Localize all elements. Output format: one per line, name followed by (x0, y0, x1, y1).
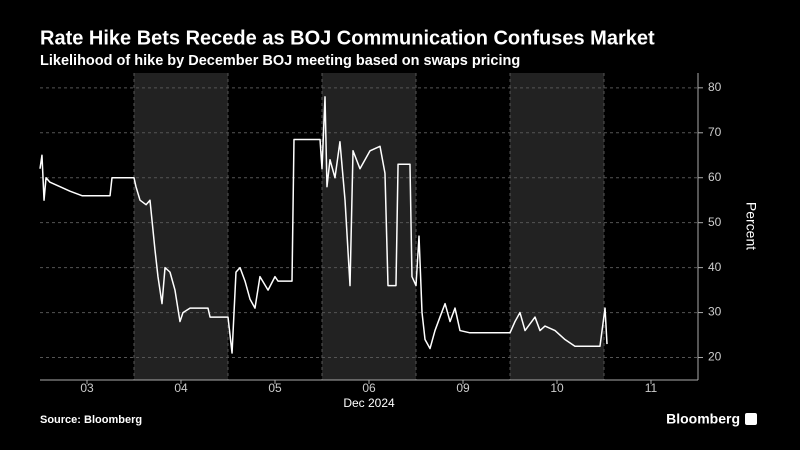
source: Source: Bloomberg (40, 414, 142, 426)
x-tick-label: 04 (174, 381, 188, 395)
y-tick-label: 50 (708, 215, 722, 229)
day-shade (134, 73, 228, 380)
x-tick-label: 09 (456, 381, 470, 395)
x-tick-label: 06 (362, 381, 376, 395)
y-tick-label: 60 (708, 170, 722, 184)
x-tick-label: 11 (645, 381, 658, 395)
x-tick-label: 05 (268, 381, 282, 395)
chart-subtitle: Likelihood of hike by December BOJ meeti… (40, 53, 520, 69)
y-tick-label: 80 (708, 80, 722, 94)
brand: Bloomberg (666, 411, 740, 427)
x-sublabel: Dec 2024 (343, 396, 395, 410)
y-tick-label: 20 (708, 350, 722, 364)
chart-title: Rate Hike Bets Recede as BOJ Communicati… (40, 27, 655, 49)
day-shade (510, 73, 604, 380)
y-tick-label: 70 (708, 125, 722, 139)
y-tick-label: 30 (708, 305, 722, 319)
y-axis-label: Percent (743, 202, 759, 250)
series-line (39, 96, 608, 354)
y-tick-label: 40 (708, 260, 722, 274)
x-tick-label: 10 (550, 381, 564, 395)
brand-icon (745, 413, 757, 425)
day-shade (322, 73, 416, 380)
x-tick-label: 03 (80, 381, 94, 395)
